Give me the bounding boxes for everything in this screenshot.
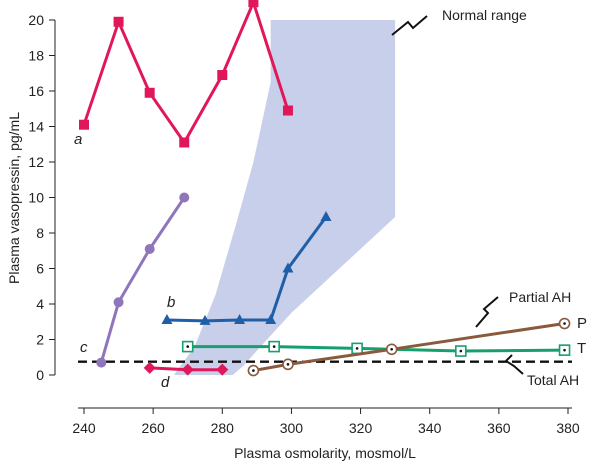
data-point-c [144, 243, 155, 254]
data-point-dot [272, 345, 276, 348]
series-line-b [166, 216, 328, 323]
data-point-c [113, 297, 124, 308]
x-tick-label: 380 [556, 420, 580, 436]
series-label-p: P [577, 315, 587, 332]
series-layer [79, 0, 571, 377]
data-point-dot [390, 347, 393, 351]
series-P [247, 317, 571, 377]
series-c [96, 192, 190, 368]
x-tick-label: 360 [487, 420, 511, 436]
data-point-dot [286, 363, 290, 366]
total-ah-callout: Total AH [504, 354, 579, 388]
data-point-a [179, 137, 190, 148]
partial-ah-callout: Partial AH [475, 289, 571, 328]
series-line-P [253, 322, 565, 373]
normal-range-leader [391, 15, 428, 36]
data-point-b [161, 313, 173, 324]
normal-range-callout: Normal range [391, 7, 527, 36]
y-tick-label: 12 [28, 154, 44, 170]
y-tick-label: 8 [36, 225, 44, 241]
x-axis-title: Plasma osmolarity, mosmol/L [234, 445, 416, 461]
data-point-d [216, 363, 229, 376]
total-ah-label: Total AH [527, 372, 579, 388]
series-d [143, 361, 229, 376]
data-point-d [181, 363, 194, 376]
partial-ah-leader [475, 296, 499, 328]
y-tick-label: 10 [28, 190, 44, 206]
x-tick-label: 240 [72, 420, 96, 436]
y-tick-label: 4 [36, 296, 44, 312]
series-label-b: b [167, 294, 175, 311]
normal-range-band [173, 20, 396, 375]
series-label-t: T [577, 340, 586, 357]
y-tick-label: 6 [36, 261, 44, 277]
normal-range-band-layer [173, 20, 396, 375]
data-point-b [320, 211, 332, 222]
data-point-c [96, 357, 107, 368]
y-tick-label: 18 [28, 48, 44, 64]
total-ah-leader [504, 354, 524, 375]
data-point-a [282, 105, 293, 116]
data-point-dot [563, 322, 566, 325]
tick-layer: 240 260 280 300 320 340 360 380 0 2 4 6 8 10 12 14 16 18 2… [28, 12, 579, 436]
series-label-d: d [161, 374, 170, 391]
series-a [79, 0, 293, 148]
data-point-a [79, 119, 89, 130]
data-point-a [113, 16, 124, 27]
y-tick-label: 20 [28, 12, 44, 28]
data-point-b [234, 313, 246, 324]
data-point-d [143, 361, 156, 374]
x-tick-label: 280 [211, 420, 235, 436]
series-b [161, 211, 332, 325]
data-point-dot [252, 369, 255, 372]
data-point-a [248, 0, 259, 8]
y-tick-label: 2 [36, 332, 44, 348]
normal-range-label: Normal range [442, 7, 527, 23]
partial-ah-label: Partial AH [509, 289, 571, 305]
data-point-dot [459, 349, 463, 353]
series-label-c: c [80, 339, 88, 356]
x-tick-label: 340 [418, 420, 442, 436]
y-tick-label: 0 [36, 367, 44, 383]
x-tick-label: 320 [349, 420, 373, 436]
data-point-dot [563, 348, 566, 352]
data-point-b [199, 314, 211, 325]
data-point-a [217, 70, 228, 81]
data-point-dot [186, 345, 190, 348]
y-tick-label: 14 [28, 119, 44, 135]
y-axis-title: Plasma vasopressin, pg/mL [6, 112, 22, 284]
series-T [181, 340, 571, 357]
y-tick-label: 16 [28, 83, 44, 99]
x-tick-label: 300 [280, 420, 304, 436]
data-point-a [144, 87, 155, 98]
data-point-b [282, 262, 294, 273]
series-label-a: a [74, 131, 82, 148]
data-point-dot [355, 347, 359, 350]
data-point-b [265, 313, 277, 324]
x-tick-label: 260 [141, 420, 165, 436]
series-line-c [99, 196, 186, 364]
data-point-c [179, 192, 190, 203]
